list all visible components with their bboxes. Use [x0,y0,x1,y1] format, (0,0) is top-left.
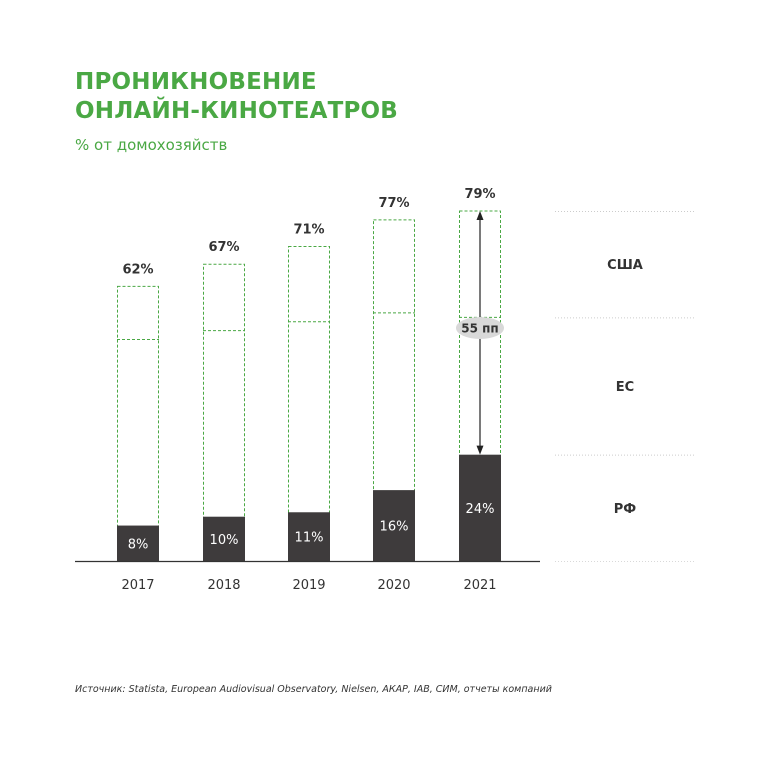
bar-rf-2019 [288,512,330,561]
bar-label-rf-2018: 10% [210,533,239,548]
x-tick-label-2021: 2021 [463,578,496,593]
x-tick-label-2017: 2017 [121,578,154,593]
chart-title: ПРОНИКНОВЕНИЕ ОНЛАЙН-КИНОТЕАТРОВ [75,68,398,126]
difference-label: 55 пп [461,322,498,336]
bar-rf-2020 [373,490,415,561]
bar-label-rf-2019: 11% [295,531,324,546]
source-note: Источник: Statista, European Audiovisual… [75,684,552,695]
difference-arrow-head-down [476,445,484,455]
bar-rf-2017 [117,525,159,561]
chart-title-line-2: ОНЛАЙН-КИНОТЕАТРОВ [75,98,399,124]
x-tick-label-2018: 2018 [207,578,240,593]
legend-label-0: США [607,258,643,273]
difference-label-pill [456,317,504,339]
bar-total-label-2019: 71% [293,222,324,237]
bar-outline-2018 [203,263,245,562]
x-tick-label-2020: 2020 [377,578,410,593]
chart-title-line-1: ПРОНИКНОВЕНИЕ [75,69,317,95]
bar-label-rf-2020: 16% [380,520,409,535]
chart-subtitle: % от домохозяйств [75,136,228,154]
bar-label-rf-2017: 8% [128,537,149,552]
legend-label-1: ЕС [616,380,634,395]
legend-label-2: РФ [614,502,637,517]
bar-rf-2021 [459,454,501,561]
bar-rf-2018 [203,516,245,561]
bar-total-label-2018: 67% [208,240,239,255]
bar-outline-2017 [117,285,159,562]
bar-total-label-2020: 77% [378,196,409,211]
bar-label-rf-2021: 24% [466,502,495,517]
difference-arrow-head-up [476,211,484,221]
x-tick-label-2019: 2019 [292,578,325,593]
bar-total-label-2017: 62% [122,262,153,277]
bar-total-label-2021: 79% [464,187,495,202]
